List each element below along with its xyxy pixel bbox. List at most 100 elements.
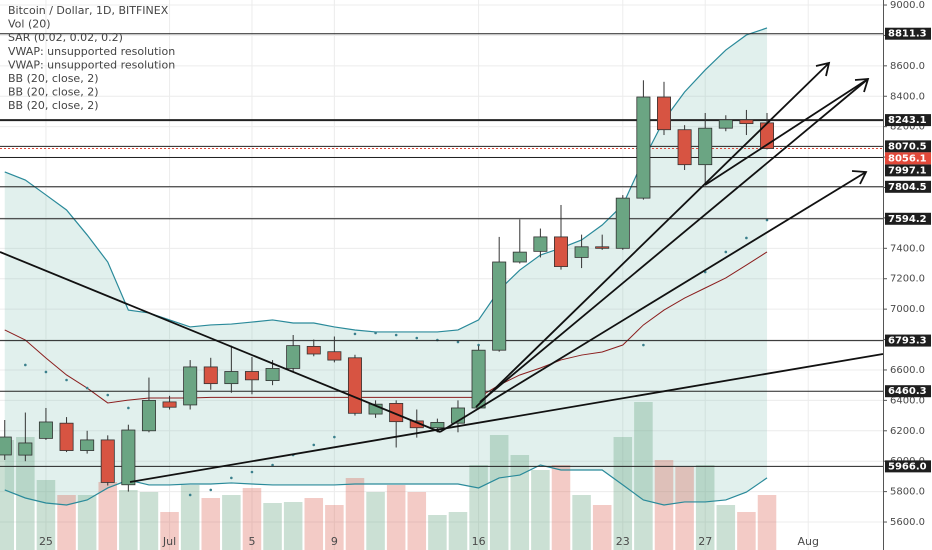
candle-body xyxy=(430,422,445,429)
candle-body xyxy=(121,429,136,486)
volume-bar xyxy=(119,490,138,550)
legend-entry: BB (20, close, 2) xyxy=(8,86,99,99)
candle-body xyxy=(739,119,754,125)
volume-bar xyxy=(242,488,262,550)
candle-body xyxy=(512,251,527,263)
volume-bar xyxy=(551,465,571,550)
trend-lines xyxy=(0,61,884,483)
axis-background xyxy=(883,0,932,550)
candle-body xyxy=(574,246,589,258)
candle-body xyxy=(389,403,404,423)
level-label: 8070.5 xyxy=(888,141,927,152)
y-tick-label: 7400.0 xyxy=(890,243,925,254)
sar-dot xyxy=(65,378,68,382)
sar-dot xyxy=(477,343,480,347)
arrow-head xyxy=(815,61,831,77)
volume-bar xyxy=(304,498,324,550)
candle-body xyxy=(347,357,362,414)
candle-body xyxy=(18,442,33,456)
volume-bar xyxy=(737,512,756,550)
volume-bar xyxy=(345,478,365,550)
candle-body xyxy=(203,366,218,385)
volume-bar xyxy=(0,440,15,550)
level-tag xyxy=(885,164,931,177)
volume-bar xyxy=(36,480,56,550)
candle-body xyxy=(224,371,239,385)
x-tick-label: 23 xyxy=(616,535,630,548)
level-label: 8056.1 xyxy=(888,153,927,164)
legend-entry: VWAP: unsupported resolution xyxy=(8,45,175,58)
level-label: 6793.3 xyxy=(888,336,927,347)
volume-bar xyxy=(263,503,282,550)
sar-dot xyxy=(333,435,336,439)
level-tag xyxy=(885,114,931,127)
y-tick-label: 5800.0 xyxy=(890,487,925,498)
trend-arrow xyxy=(439,171,867,433)
y-tick-label: 8400.0 xyxy=(890,91,925,102)
candle-body xyxy=(533,236,548,252)
trend-line xyxy=(704,78,869,186)
level-tag xyxy=(885,140,931,153)
volume-bar xyxy=(757,495,777,550)
bb-basis xyxy=(4,251,768,404)
volume-bar xyxy=(510,455,530,550)
x-tick-label: Aug xyxy=(797,535,818,548)
y-tick-label: 7000.0 xyxy=(890,304,925,315)
y-tick-label: 8600.0 xyxy=(890,61,925,72)
price-axis: 5600.05800.06000.06200.06400.06600.06800… xyxy=(883,0,932,550)
sar-dot xyxy=(24,363,27,367)
sar-dot xyxy=(127,406,130,410)
level-tag xyxy=(885,152,931,165)
candle-body xyxy=(492,261,507,351)
y-tick-label: 7200.0 xyxy=(890,274,925,285)
volume-bar xyxy=(366,492,385,550)
legend-entry: VWAP: unsupported resolution xyxy=(8,58,175,71)
x-tick-label: 9 xyxy=(331,535,338,548)
x-tick-label: 25 xyxy=(39,535,53,548)
volume-bar xyxy=(592,505,612,550)
candle-body xyxy=(636,96,651,199)
volume-bar xyxy=(428,515,447,550)
candle-body xyxy=(141,399,156,432)
candle-body xyxy=(306,345,321,355)
x-tick-label: 16 xyxy=(472,535,486,548)
volume-bar xyxy=(201,498,221,550)
sar-dot xyxy=(106,393,110,397)
arrow-head xyxy=(851,170,868,185)
volume-bar xyxy=(98,482,118,550)
level-tag xyxy=(885,27,931,40)
candle-body xyxy=(327,351,342,361)
y-tick-label: 6400.0 xyxy=(890,395,925,406)
sar-dot xyxy=(394,333,398,337)
volume-bar xyxy=(386,485,406,550)
volume-bar xyxy=(489,435,509,550)
candle-body xyxy=(0,436,12,456)
volume-bar xyxy=(325,505,344,550)
sar-dot xyxy=(209,488,213,492)
trend-line xyxy=(129,353,884,483)
legend-entry: SAR (0.02, 0.02, 0.2) xyxy=(8,31,123,44)
sar-dot xyxy=(765,218,769,222)
sar-dot xyxy=(271,463,274,467)
volume-bar xyxy=(613,437,633,550)
candle-body xyxy=(183,366,198,406)
legend-entry: BB (20, close, 2) xyxy=(8,72,99,85)
y-tick-label: 6600.0 xyxy=(890,365,925,376)
candle-body xyxy=(677,129,692,166)
sar-dot xyxy=(44,370,48,374)
sar-dot xyxy=(374,331,377,335)
level-label: 6460.3 xyxy=(888,386,927,397)
y-tick-label: 8200.0 xyxy=(890,122,925,133)
volume-bar xyxy=(283,502,303,550)
trend-line xyxy=(0,251,441,433)
candle-body xyxy=(553,236,568,267)
sar-dot xyxy=(230,476,233,480)
candle-body xyxy=(595,246,610,249)
marks-layer: 25 Jul 5 9 16 23 27 Aug xyxy=(0,80,819,548)
volume-bar xyxy=(139,492,159,550)
volume-bar xyxy=(160,512,179,550)
volume-bar xyxy=(531,470,550,550)
candle-body xyxy=(100,439,115,483)
volume-bar xyxy=(180,485,200,550)
